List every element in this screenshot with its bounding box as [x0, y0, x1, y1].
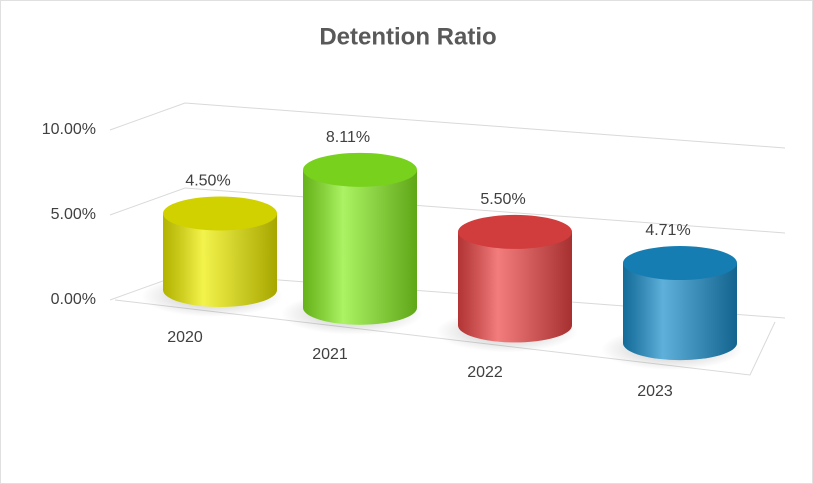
x-tick-label: 2023 — [637, 383, 673, 400]
x-tick-label: 2021 — [312, 346, 348, 363]
bar-shade — [458, 231, 572, 343]
bar-shade — [163, 213, 277, 307]
x-tick-label: 2022 — [467, 364, 503, 381]
value-label: 5.50% — [480, 191, 525, 208]
value-label: 4.50% — [185, 173, 230, 190]
chart-title: Detention Ratio — [319, 23, 496, 50]
bar-top-shade — [623, 246, 737, 281]
x-tick-label: 2020 — [167, 329, 203, 346]
bar — [623, 246, 737, 361]
bar-top-shade — [458, 214, 572, 249]
bar-shade — [303, 169, 417, 325]
y-tick-label: 5.00% — [51, 206, 96, 223]
bar — [163, 196, 277, 307]
grid-line — [109, 187, 786, 234]
y-tick-label: 0.00% — [51, 291, 96, 308]
bar-top-shade — [303, 152, 417, 187]
y-tick-label: 10.00% — [42, 121, 96, 138]
grid-line — [109, 102, 786, 149]
bar-top-shade — [163, 196, 277, 231]
bar-shade — [623, 263, 737, 361]
bar — [303, 152, 417, 325]
bar-top — [623, 246, 737, 281]
bar-top — [163, 196, 277, 231]
bar — [458, 214, 572, 343]
bar-top — [458, 214, 572, 249]
bar-top — [303, 152, 417, 187]
value-label: 8.11% — [326, 129, 370, 146]
value-label: 4.71% — [645, 222, 690, 239]
